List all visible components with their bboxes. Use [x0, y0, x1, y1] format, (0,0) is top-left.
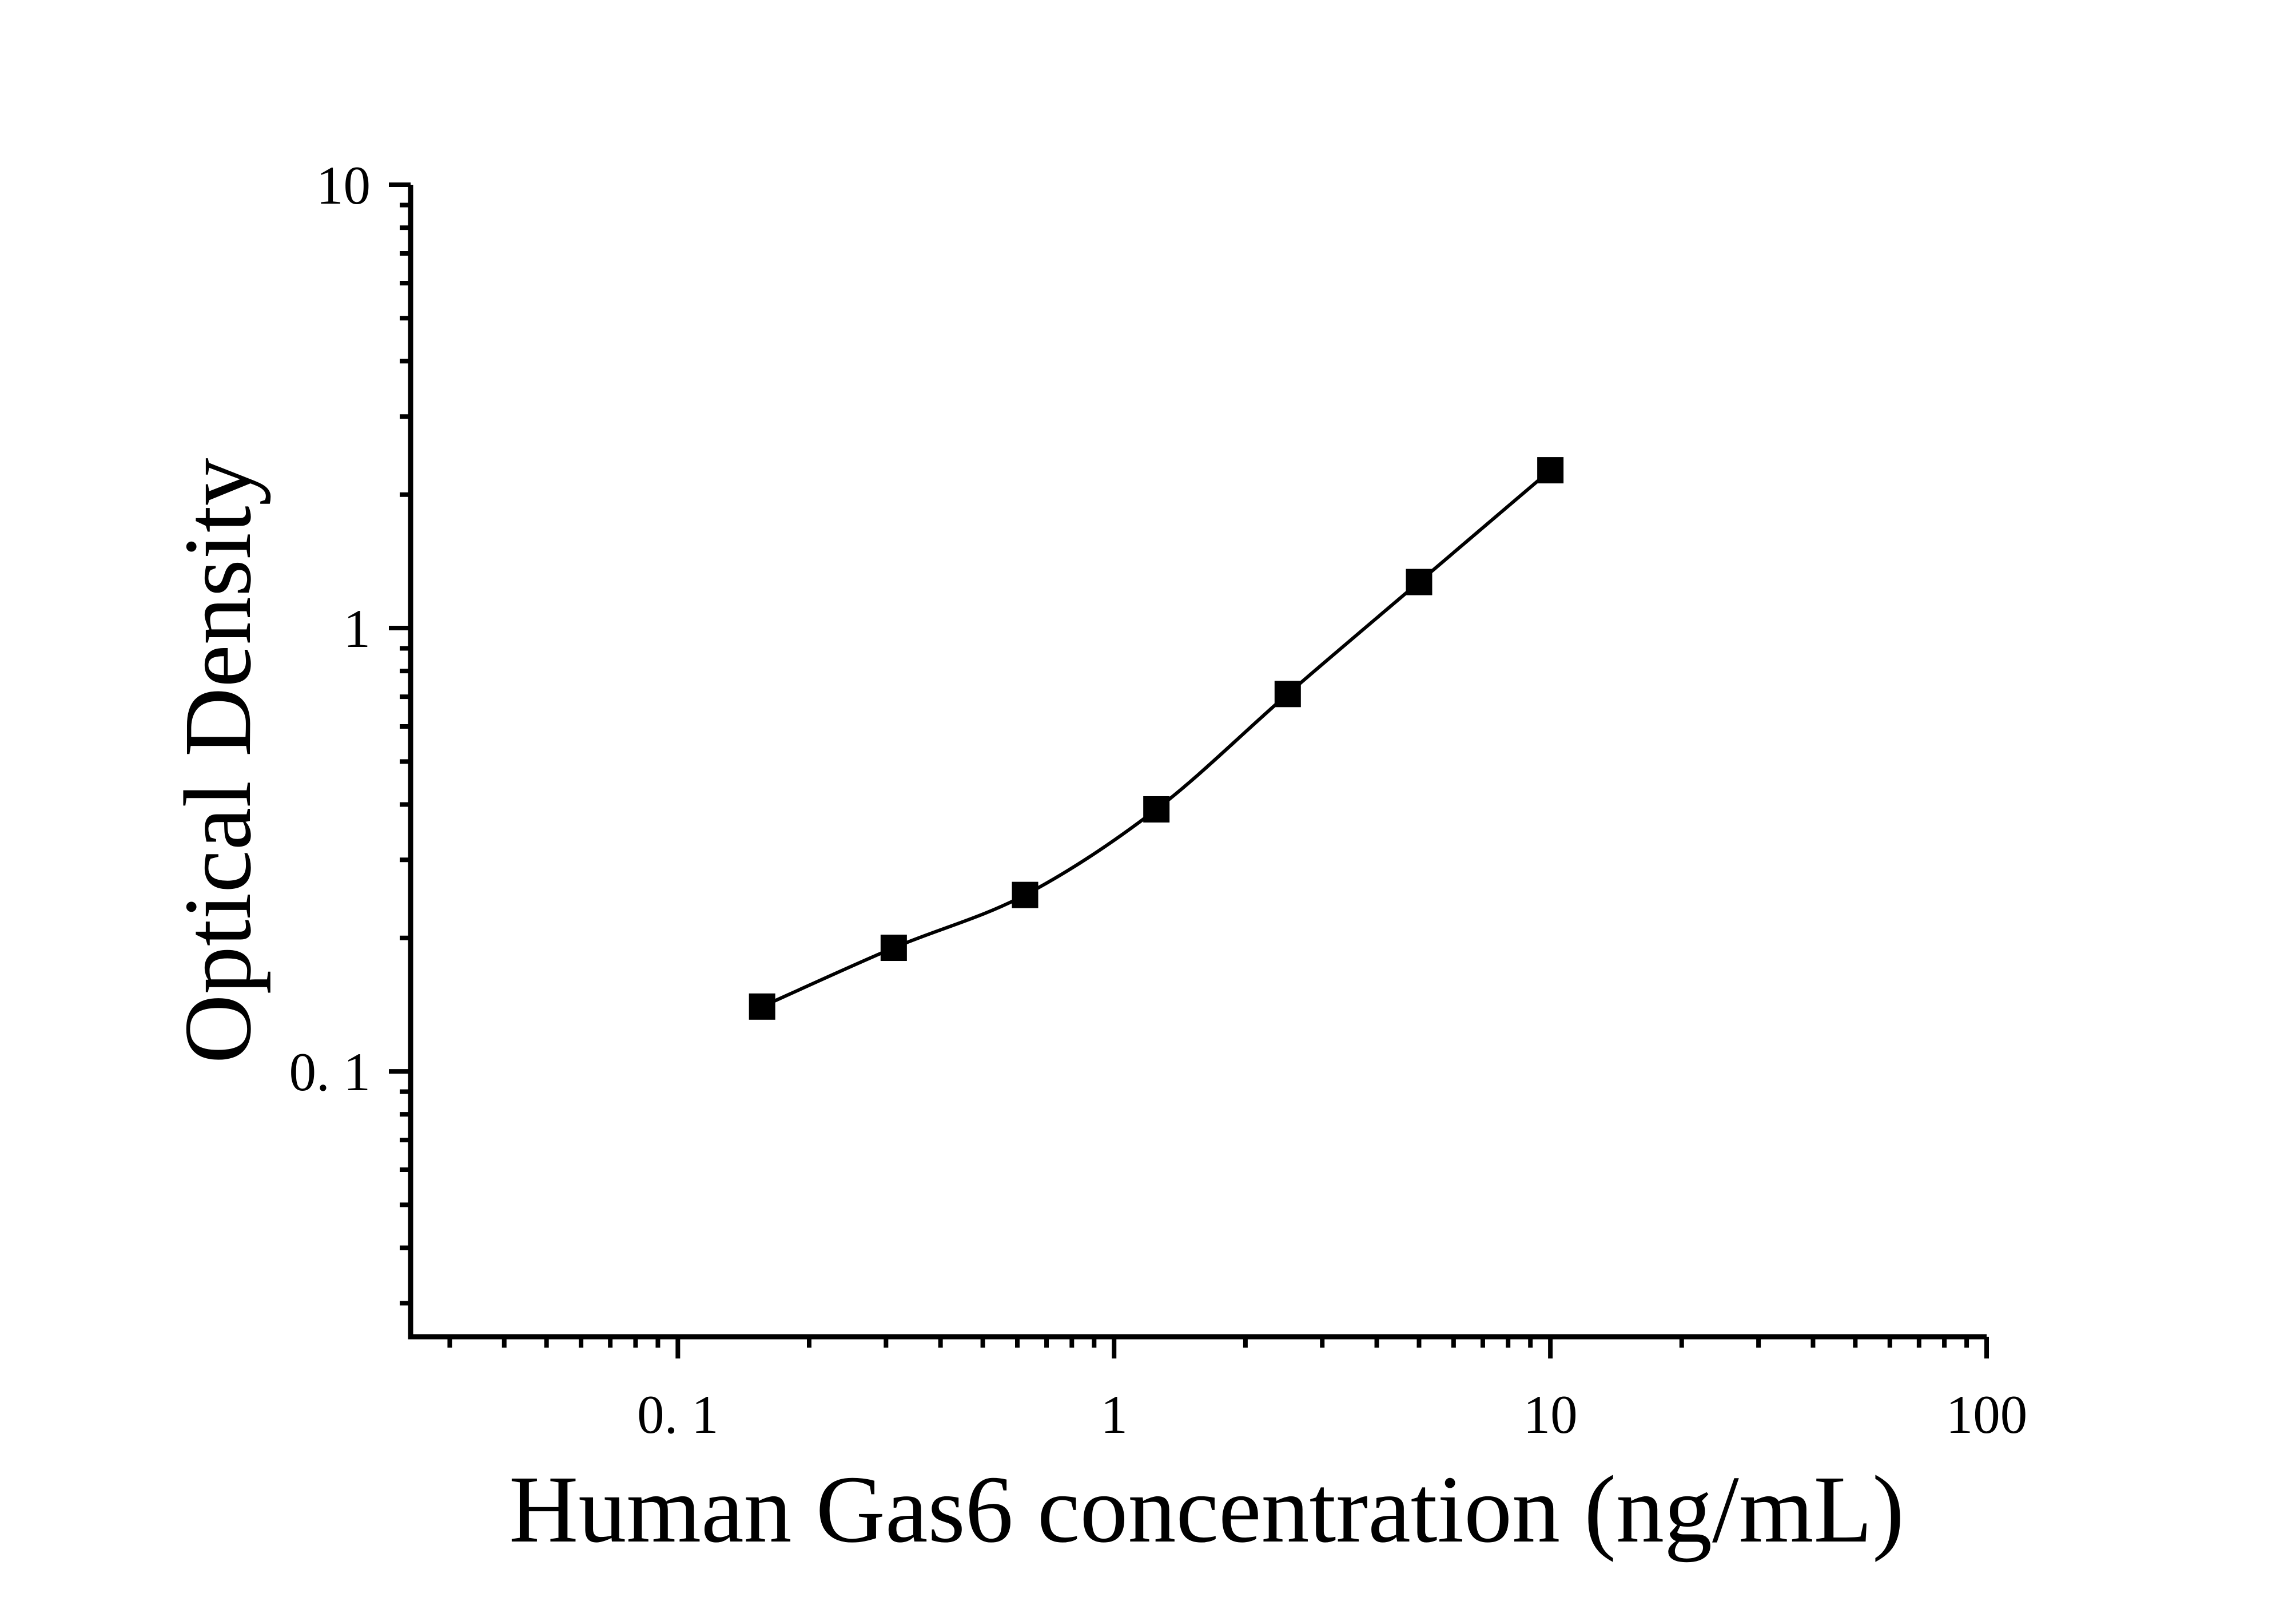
axis-spine	[408, 185, 1987, 1340]
x-tick-label: 100	[1946, 1384, 2028, 1445]
y-tick-label: 1	[344, 598, 371, 659]
data-point-marker	[1274, 681, 1301, 708]
x-tick-label: 0. 1	[637, 1384, 719, 1445]
data-point-marker	[1012, 881, 1038, 908]
axes: 0. 1 1 10 100 0. 1 1 10	[289, 155, 2028, 1445]
data-point-marker	[1537, 457, 1564, 484]
x-tick-label: 10	[1523, 1384, 1578, 1445]
x-axis-title: Human Gas6 concentration (ng/mL)	[509, 1456, 1904, 1563]
series-standard-curve	[749, 457, 1564, 1020]
y-tick-label: 10	[316, 155, 371, 216]
standard-curve-line	[761, 468, 1552, 1008]
data-point-marker	[1406, 569, 1432, 595]
x-tick-label: 1	[1100, 1384, 1128, 1445]
data-point-marker	[1143, 796, 1170, 823]
data-point-marker	[880, 935, 907, 962]
data-point-marker	[749, 993, 775, 1020]
y-tick-label: 0. 1	[289, 1042, 371, 1102]
y-axis-title: Optical Density	[165, 458, 271, 1063]
